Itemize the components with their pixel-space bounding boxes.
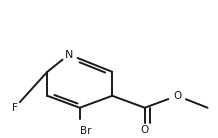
Text: Br: Br [80,126,91,136]
Text: O: O [173,91,181,101]
Text: O: O [141,125,149,135]
Text: N: N [65,50,73,60]
Text: F: F [12,103,18,113]
